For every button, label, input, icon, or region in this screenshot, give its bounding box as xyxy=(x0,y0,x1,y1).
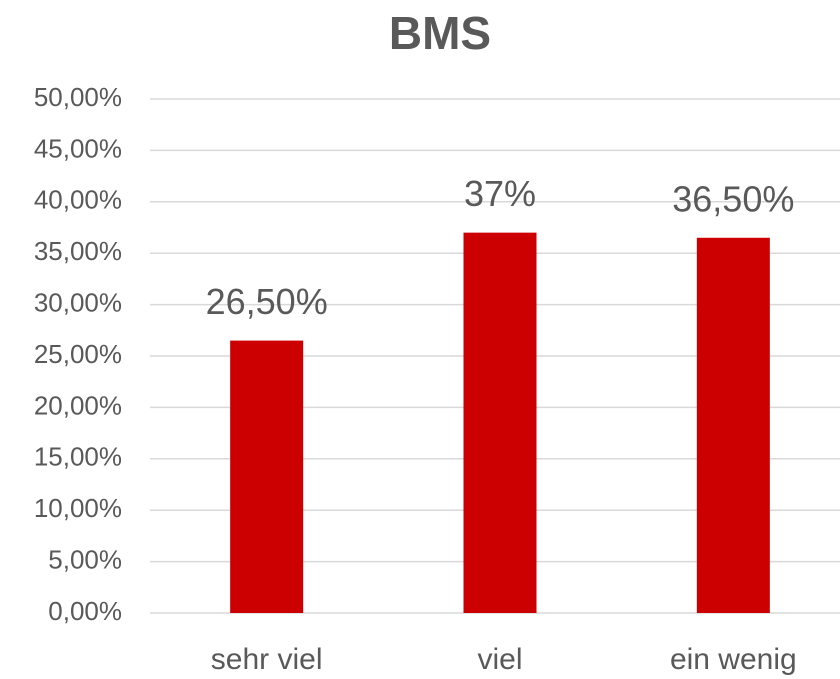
y-tick-label: 50,00% xyxy=(34,82,122,112)
y-tick-label: 10,00% xyxy=(34,493,122,523)
y-tick-label: 40,00% xyxy=(34,185,122,215)
y-tick-label: 5,00% xyxy=(48,544,122,574)
y-tick-label: 15,00% xyxy=(34,442,122,472)
y-tick-label: 0,00% xyxy=(48,596,122,626)
bar xyxy=(230,340,304,613)
y-tick-label: 25,00% xyxy=(34,339,122,369)
x-tick-label: ein wenig xyxy=(670,643,797,676)
y-tick-label: 45,00% xyxy=(34,133,122,163)
x-tick-label: sehr viel xyxy=(211,643,323,676)
chart-title: BMS xyxy=(389,7,491,59)
x-tick-label: viel xyxy=(477,643,522,676)
y-tick-label: 20,00% xyxy=(34,390,122,420)
data-label: 26,50% xyxy=(206,281,328,322)
y-tick-label: 35,00% xyxy=(34,236,122,266)
y-tick-label: 30,00% xyxy=(34,287,122,317)
bar xyxy=(696,237,770,613)
bar xyxy=(463,232,537,613)
data-label: 36,50% xyxy=(672,178,794,219)
data-label: 37% xyxy=(464,173,536,214)
